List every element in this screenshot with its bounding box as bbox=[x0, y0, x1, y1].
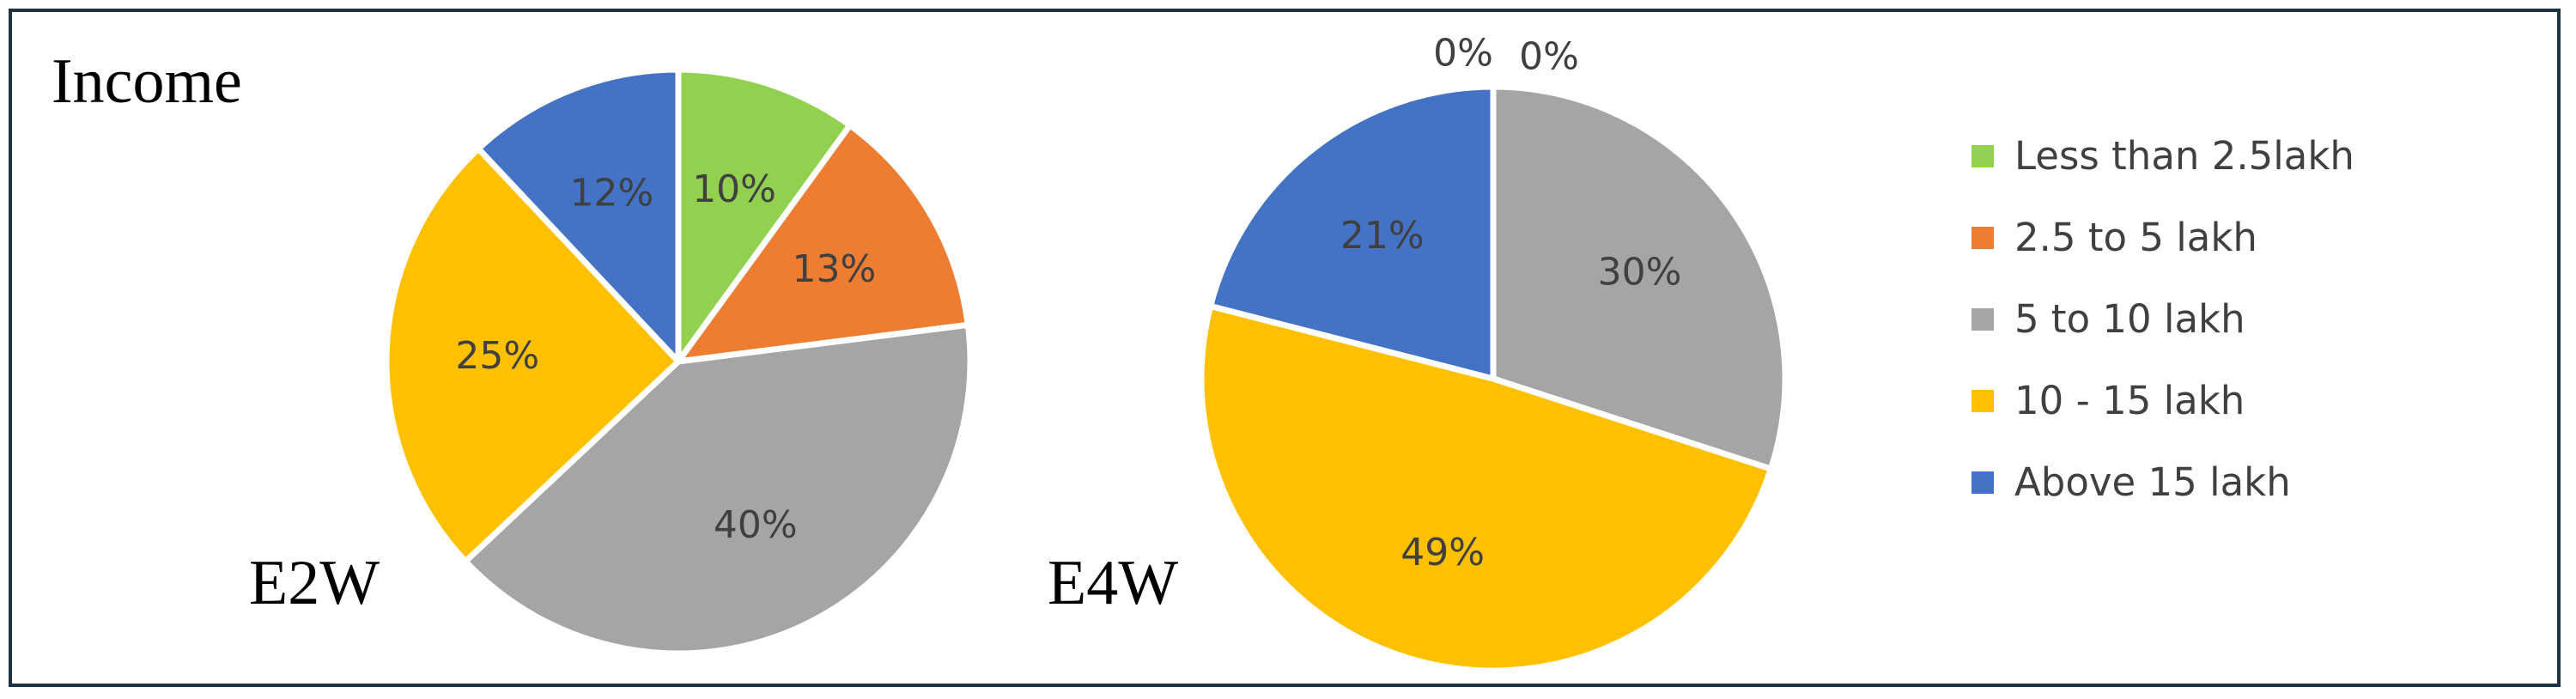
legend-label: Less than 2.5lakh bbox=[2014, 133, 2354, 179]
slice-data-label: 12% bbox=[570, 172, 654, 216]
slice-data-label: 40% bbox=[714, 503, 798, 547]
legend-item-5-to-10-lakh: 5 to 10 lakh bbox=[1971, 278, 2354, 360]
legend-swatch bbox=[1971, 144, 1994, 167]
legend-label: 10 - 15 lakh bbox=[2014, 378, 2245, 423]
legend-item-10-15-lakh: 10 - 15 lakh bbox=[1971, 360, 2354, 441]
e4w-pie-label: E4W bbox=[1048, 548, 1179, 618]
legend-item-less-than-2-5-lakh: Less than 2.5lakh bbox=[1971, 115, 2354, 197]
legend-item-above-15-lakh: Above 15 lakh bbox=[1971, 441, 2354, 523]
slice-data-label: 0% bbox=[1433, 32, 1493, 76]
pie-slice-10-15-lakh bbox=[1198, 302, 1774, 674]
pie-slice-above-15-lakh bbox=[475, 66, 682, 365]
legend: Less than 2.5lakh 2.5 to 5 lakh 5 to 10 … bbox=[1971, 115, 2354, 523]
pie-slice-above-15-lakh bbox=[1207, 83, 1497, 382]
pie-slice-2-5-to-5-lakh bbox=[675, 122, 971, 365]
slice-data-label: 25% bbox=[455, 334, 539, 378]
legend-swatch bbox=[1971, 226, 1994, 249]
pie-slice-5-to-10-lakh bbox=[1490, 83, 1789, 472]
slice-data-label: 49% bbox=[1400, 531, 1485, 574]
slice-data-label: 10% bbox=[692, 167, 776, 211]
slice-data-label: 13% bbox=[793, 247, 877, 291]
legend-swatch bbox=[1971, 307, 1994, 331]
legend-item-2-5-to-5-lakh: 2.5 to 5 lakh bbox=[1971, 197, 2354, 278]
chart-title: Income bbox=[52, 46, 242, 117]
e4w-pie: 0% 0% 30% 49% 21% bbox=[1198, 32, 1789, 674]
legend-swatch bbox=[1971, 389, 1994, 412]
pie-charts: 10% 13% 40% 25% 12% 0% 0% 30% 49% 21% bbox=[383, 32, 1789, 674]
e2w-pie-label: E2W bbox=[249, 548, 380, 618]
legend-label: 5 to 10 lakh bbox=[2014, 296, 2245, 342]
slice-data-label: 21% bbox=[1340, 214, 1425, 258]
slice-data-label: 0% bbox=[1519, 35, 1579, 79]
pie-slice-5-to-10-lakh bbox=[462, 321, 974, 657]
pie-slice-less-than-2-5lakh bbox=[675, 66, 854, 365]
pie-slice-10-15-lakh bbox=[383, 145, 682, 565]
legend-label: Above 15 lakh bbox=[2014, 459, 2291, 505]
legend-label: 2.5 to 5 lakh bbox=[2014, 215, 2257, 260]
legend-swatch bbox=[1971, 471, 1994, 494]
slice-data-label: 30% bbox=[1598, 251, 1682, 295]
chart-frame: Income E2W E4W 10% 13% 40% 25% 12% 0% 0% 30% 49… bbox=[9, 9, 2561, 687]
e2w-pie: 10% 13% 40% 25% 12% bbox=[383, 66, 974, 657]
